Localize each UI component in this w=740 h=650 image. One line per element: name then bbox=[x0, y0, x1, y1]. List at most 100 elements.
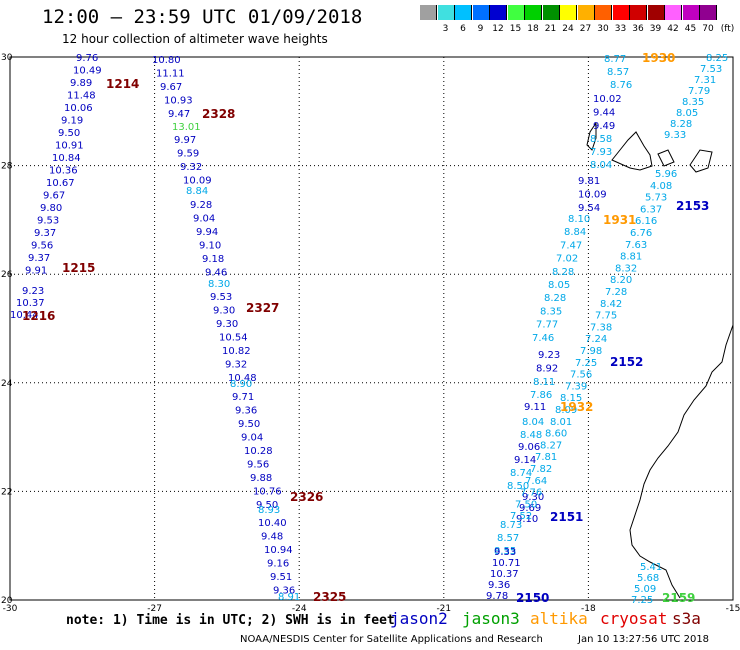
pass-label: 1932 bbox=[560, 400, 593, 414]
track-value-label: 10.84 bbox=[52, 153, 81, 164]
lon-tick-label: -21 bbox=[436, 604, 451, 614]
scale-tick-label: 39 bbox=[649, 24, 662, 34]
track-value-label: 9.81 bbox=[578, 176, 600, 187]
track-value-label: 8.81 bbox=[620, 252, 642, 263]
track-value-label: 10.06 bbox=[64, 103, 93, 114]
track-value-label: 9.04 bbox=[241, 433, 263, 444]
lat-tick-label: 26 bbox=[1, 270, 13, 280]
pass-label: 1930 bbox=[642, 51, 675, 65]
track-value-label: 9.53 bbox=[210, 292, 232, 303]
lon-tick-label: -24 bbox=[292, 604, 307, 614]
lat-tick-label: 28 bbox=[1, 162, 13, 172]
track-value-label: 9.97 bbox=[174, 135, 196, 146]
track-value-label: 9.33 bbox=[664, 130, 686, 141]
track-value-label: 13.01 bbox=[172, 122, 201, 133]
scale-swatch bbox=[647, 5, 665, 20]
track-value-label: 7.93 bbox=[590, 147, 612, 158]
satellite-jason3-label: jason3 bbox=[462, 609, 520, 628]
track-value-label: 7.24 bbox=[585, 334, 607, 345]
pass-label: 2327 bbox=[246, 301, 279, 315]
track-value-label: 9.78 bbox=[486, 591, 508, 602]
track-value-label: 10.36 bbox=[49, 166, 78, 177]
track-value-label: 9.36 bbox=[488, 580, 510, 591]
track-value-label: 7.31 bbox=[694, 75, 716, 86]
track-value-label: 9.50 bbox=[58, 128, 80, 139]
track-value-label: 10.82 bbox=[222, 346, 251, 357]
lon-tick-label: -30 bbox=[3, 604, 18, 614]
lat-tick-label: 22 bbox=[1, 487, 12, 497]
page-title: 12:00 — 23:59 UTC 01/09/2018 bbox=[42, 6, 363, 28]
satellite-s3a-label: s3a bbox=[672, 609, 701, 628]
track-value-label: 7.75 bbox=[595, 311, 617, 322]
track-value-label: 9.23 bbox=[538, 350, 560, 361]
scale-swatch bbox=[420, 5, 437, 20]
track-value-label: 9.32 bbox=[180, 162, 202, 173]
track-value-label: 10.37 bbox=[490, 569, 519, 580]
pass-label: 2153 bbox=[676, 199, 709, 213]
satellite-altika-label: altika bbox=[530, 609, 588, 628]
track-value-label: 9.50 bbox=[238, 419, 260, 430]
track-value-label: 6.16 bbox=[635, 216, 657, 227]
track-value-label: 7.25 bbox=[575, 358, 597, 369]
track-value-label: 8.35 bbox=[682, 97, 704, 108]
track-value-label: 8.20 bbox=[610, 275, 632, 286]
track-value-label: 7.47 bbox=[560, 240, 582, 251]
scale-swatch bbox=[525, 5, 542, 20]
track-value-label: 9.49 bbox=[593, 121, 615, 132]
track-value-label: 10.40 bbox=[258, 518, 287, 529]
scale-tick-label: 21 bbox=[544, 24, 557, 34]
track-value-label: 9.44 bbox=[593, 108, 615, 119]
scale-swatch bbox=[472, 5, 490, 20]
track-value-label: 10.94 bbox=[264, 545, 293, 556]
track-value-label: 8.15 bbox=[560, 393, 582, 404]
track-value-label: 5.68 bbox=[637, 573, 659, 584]
track-value-label: 10.54 bbox=[219, 333, 248, 344]
track-value-label: 9.46 bbox=[205, 268, 227, 279]
track-value-label: 8.11 bbox=[533, 377, 555, 388]
scale-tick-label: 9 bbox=[477, 24, 484, 34]
pass-label: 2328 bbox=[202, 107, 235, 121]
scale-tick-label: 18 bbox=[527, 24, 539, 34]
track-value-label: 7.77 bbox=[536, 320, 558, 331]
track-value-label: 8.05 bbox=[548, 280, 570, 291]
track-value-label: 10.80 bbox=[152, 55, 181, 66]
track-value-label: 9.47 bbox=[168, 109, 190, 120]
scale-tick-label: 42 bbox=[667, 24, 679, 34]
track-value-label: 7.81 bbox=[535, 452, 557, 463]
pass-label: 1216 bbox=[22, 309, 55, 323]
pass-label: 2326 bbox=[290, 490, 323, 504]
track-value-label: 9.19 bbox=[61, 116, 83, 127]
pass-label: 1931 bbox=[603, 213, 636, 227]
track-value-label: 4.08 bbox=[650, 181, 672, 192]
lon-tick-label: -18 bbox=[581, 604, 596, 614]
pass-label: 2325 bbox=[313, 590, 346, 604]
scale-swatch bbox=[700, 5, 717, 20]
track-value-label: 7.86 bbox=[530, 390, 552, 401]
track-value-label: 11.48 bbox=[67, 91, 96, 102]
track-value-label: 9.88 bbox=[250, 473, 272, 484]
track-value-label: 10.44 bbox=[10, 310, 39, 321]
track-value-label: 9.54 bbox=[578, 203, 600, 214]
track-value-label: 9.56 bbox=[247, 460, 269, 471]
track-value-label: 7.50 bbox=[515, 499, 537, 510]
track-value-label: 9.04 bbox=[193, 214, 215, 225]
track-value-label: 8.25 bbox=[706, 53, 728, 64]
track-value-label: 9.76 bbox=[76, 53, 98, 64]
track-value-label: 10.91 bbox=[55, 141, 84, 152]
track-value-label: 9.37 bbox=[34, 228, 56, 239]
track-value-label: 10.09 bbox=[578, 190, 607, 201]
lon-tick-label: -15 bbox=[726, 604, 740, 614]
track-value-label: 7.28 bbox=[605, 287, 627, 298]
footer-note: note: 1) Time is in UTC; 2) SWH is in fe… bbox=[66, 613, 395, 628]
scale-tick-label: 33 bbox=[614, 24, 627, 34]
scale-swatch bbox=[612, 5, 630, 20]
timestamp-text: Jan 10 13:27:56 UTC 2018 bbox=[578, 634, 710, 645]
track-value-label: 9.30 bbox=[213, 306, 235, 317]
track-value-label: 9.33 bbox=[494, 547, 516, 558]
track-value-label: 5.41 bbox=[640, 562, 662, 573]
scale-tick-label: 3 bbox=[442, 24, 449, 34]
scale-tick-label: 36 bbox=[632, 24, 644, 34]
track-value-label: 8.58 bbox=[590, 134, 612, 145]
track-value-label: 9.36 bbox=[273, 586, 295, 597]
